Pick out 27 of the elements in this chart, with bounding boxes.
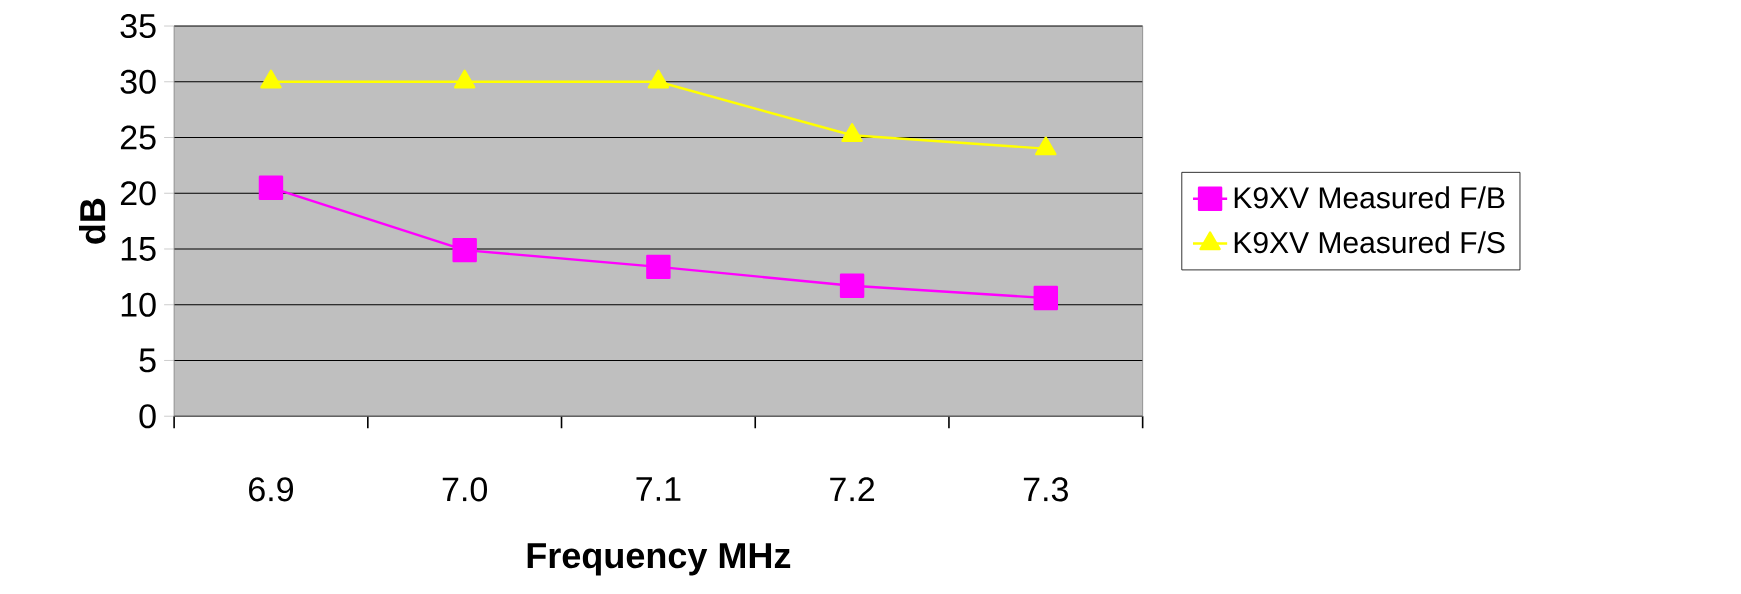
y-tick-label: 5 (139, 348, 156, 373)
point (452, 237, 477, 263)
point (260, 69, 282, 89)
point (646, 254, 671, 279)
point (1035, 136, 1057, 156)
x-tick-label: 7.0 (442, 477, 488, 502)
point (647, 69, 670, 89)
point (839, 273, 865, 298)
y-tick-label: 20 (120, 181, 156, 206)
y-tick-label: 35 (120, 13, 156, 38)
x-tick-label: 7.1 (636, 477, 681, 501)
y-tick-label: 0 (139, 404, 156, 429)
x-axis-title: Frequency MHz (527, 543, 791, 576)
legend-label: K9XV Measured F/B (1234, 186, 1505, 209)
point (258, 175, 284, 200)
y-tick-label: 10 (121, 292, 156, 317)
legend-label: K9XV Measured F/S (1234, 230, 1505, 254)
x-tick-label: 7.3 (1023, 477, 1068, 502)
point (453, 69, 476, 89)
point (1033, 285, 1059, 311)
y-tick-label: 30 (120, 69, 156, 94)
x-tick-label: 7.2 (830, 477, 875, 501)
y-axis-title: dB (79, 198, 106, 244)
x-tick-label: 6.9 (249, 477, 294, 502)
y-tick-label: 25 (120, 125, 156, 150)
y-tick-label: 15 (121, 236, 156, 261)
point (841, 122, 863, 142)
